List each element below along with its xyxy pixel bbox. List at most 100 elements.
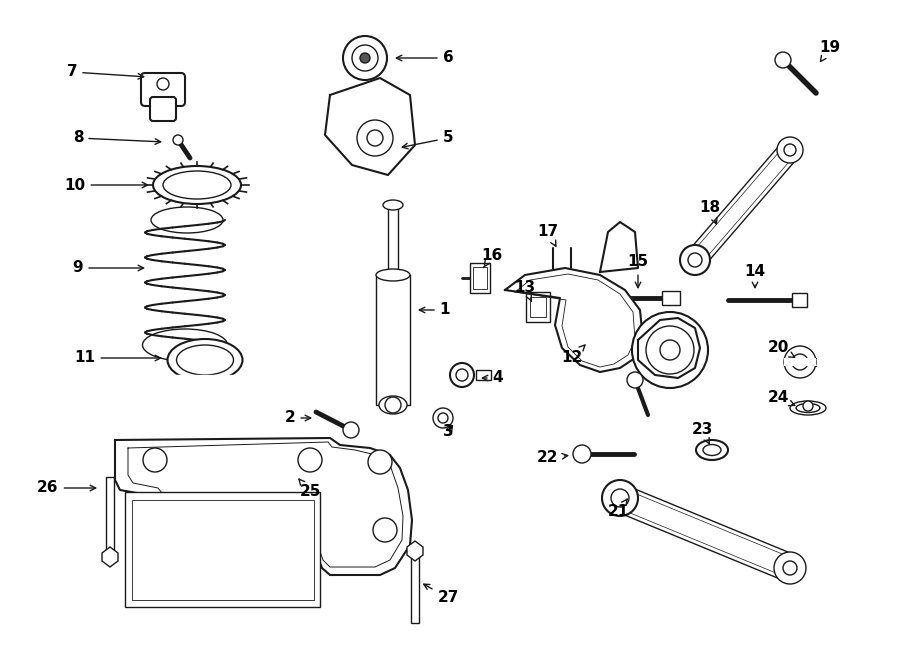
Text: 10: 10 xyxy=(65,178,148,192)
Polygon shape xyxy=(102,547,118,567)
Circle shape xyxy=(803,401,813,411)
Circle shape xyxy=(157,78,169,90)
Bar xyxy=(784,358,816,366)
Polygon shape xyxy=(407,541,423,561)
Text: 4: 4 xyxy=(482,371,503,385)
Ellipse shape xyxy=(379,396,407,414)
Ellipse shape xyxy=(151,207,223,233)
FancyBboxPatch shape xyxy=(150,97,176,121)
Circle shape xyxy=(680,245,710,275)
Polygon shape xyxy=(325,78,415,175)
Circle shape xyxy=(775,52,791,68)
Circle shape xyxy=(792,354,808,370)
Circle shape xyxy=(450,363,474,387)
Bar xyxy=(470,263,490,293)
Circle shape xyxy=(438,413,448,423)
Bar xyxy=(526,292,550,322)
Bar xyxy=(388,205,398,275)
Circle shape xyxy=(784,346,816,378)
Ellipse shape xyxy=(142,329,228,361)
Text: 19: 19 xyxy=(819,40,841,61)
Text: 2: 2 xyxy=(284,410,310,426)
Circle shape xyxy=(646,326,694,374)
Polygon shape xyxy=(615,485,796,581)
Circle shape xyxy=(385,397,401,413)
Bar xyxy=(106,477,114,557)
Polygon shape xyxy=(175,375,235,385)
Circle shape xyxy=(352,45,378,71)
Circle shape xyxy=(367,130,383,146)
Circle shape xyxy=(632,312,708,388)
Text: 1: 1 xyxy=(419,303,450,317)
Circle shape xyxy=(173,135,183,145)
Circle shape xyxy=(433,408,453,428)
Text: 15: 15 xyxy=(627,254,649,288)
Ellipse shape xyxy=(383,200,403,210)
Bar xyxy=(132,500,314,600)
Text: 25: 25 xyxy=(299,479,320,500)
Text: 3: 3 xyxy=(443,424,454,440)
Text: 24: 24 xyxy=(768,391,795,406)
Bar xyxy=(473,267,487,289)
Text: 14: 14 xyxy=(744,264,766,288)
Circle shape xyxy=(298,448,322,472)
FancyBboxPatch shape xyxy=(141,73,185,106)
Ellipse shape xyxy=(167,339,242,381)
Circle shape xyxy=(611,489,629,507)
Circle shape xyxy=(343,422,359,438)
Text: 12: 12 xyxy=(562,345,585,366)
Bar xyxy=(662,291,680,305)
Text: 6: 6 xyxy=(396,50,454,65)
Circle shape xyxy=(343,36,387,80)
Ellipse shape xyxy=(796,403,820,412)
Circle shape xyxy=(373,518,397,542)
Bar xyxy=(376,275,410,405)
Bar xyxy=(792,293,807,307)
Bar xyxy=(530,297,546,317)
Circle shape xyxy=(368,450,392,474)
Text: 16: 16 xyxy=(482,247,502,268)
Text: 18: 18 xyxy=(699,200,721,224)
Ellipse shape xyxy=(703,444,721,455)
Circle shape xyxy=(602,480,638,516)
Bar xyxy=(125,492,320,607)
Circle shape xyxy=(660,340,680,360)
Bar xyxy=(411,555,419,623)
Polygon shape xyxy=(687,143,798,267)
Circle shape xyxy=(143,448,167,472)
Polygon shape xyxy=(600,222,638,272)
Circle shape xyxy=(783,561,797,575)
Polygon shape xyxy=(638,318,700,378)
Text: 17: 17 xyxy=(537,225,559,246)
Circle shape xyxy=(784,144,796,156)
Circle shape xyxy=(360,53,370,63)
Text: 27: 27 xyxy=(424,584,459,605)
Polygon shape xyxy=(505,268,643,372)
Ellipse shape xyxy=(696,440,728,460)
Text: 9: 9 xyxy=(73,260,144,276)
Text: 26: 26 xyxy=(37,481,95,496)
Circle shape xyxy=(774,552,806,584)
Circle shape xyxy=(456,369,468,381)
Circle shape xyxy=(573,445,591,463)
Text: 21: 21 xyxy=(608,499,628,520)
Text: 23: 23 xyxy=(691,422,713,444)
Text: 13: 13 xyxy=(515,280,536,301)
Text: 5: 5 xyxy=(402,130,454,149)
Circle shape xyxy=(627,372,643,388)
Polygon shape xyxy=(115,438,412,575)
Ellipse shape xyxy=(376,269,410,281)
Ellipse shape xyxy=(176,345,233,375)
Text: 20: 20 xyxy=(768,340,795,358)
Ellipse shape xyxy=(153,166,241,204)
Circle shape xyxy=(688,253,702,267)
Text: 7: 7 xyxy=(67,65,144,79)
Ellipse shape xyxy=(163,171,231,199)
Bar xyxy=(476,370,491,380)
Ellipse shape xyxy=(790,401,826,415)
Text: 8: 8 xyxy=(73,130,161,145)
Circle shape xyxy=(357,120,393,156)
Text: 22: 22 xyxy=(537,451,568,465)
Circle shape xyxy=(777,137,803,163)
Text: 11: 11 xyxy=(75,350,161,366)
